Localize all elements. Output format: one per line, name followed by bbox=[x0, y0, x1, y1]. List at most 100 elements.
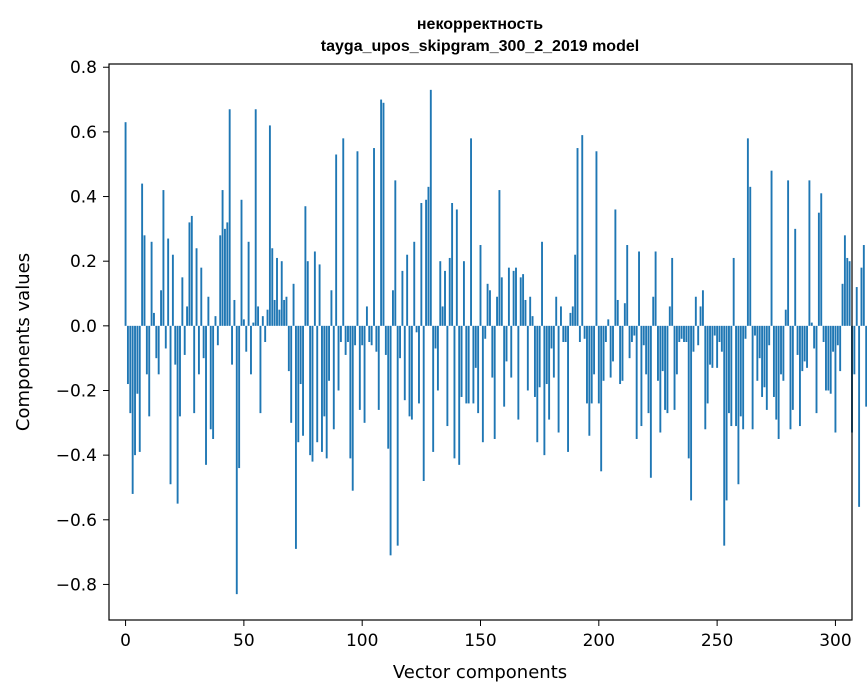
bar-87 bbox=[330, 290, 333, 326]
bar-17 bbox=[164, 325, 167, 349]
bar-51 bbox=[245, 325, 248, 352]
bar-159 bbox=[500, 277, 503, 326]
bar-84 bbox=[323, 325, 326, 417]
bar-58 bbox=[261, 316, 264, 326]
bar-32 bbox=[200, 267, 203, 326]
bar-281 bbox=[789, 325, 792, 430]
bar-29 bbox=[193, 325, 196, 414]
bar-312 bbox=[862, 245, 865, 326]
bar-50 bbox=[242, 319, 245, 326]
bar-91 bbox=[339, 325, 342, 342]
bar-291 bbox=[813, 325, 816, 349]
bar-14 bbox=[157, 325, 160, 375]
bar-141 bbox=[458, 325, 461, 465]
bar-247 bbox=[709, 325, 711, 365]
bar-284 bbox=[796, 325, 799, 355]
bar-0 bbox=[124, 122, 127, 326]
bar-95 bbox=[349, 325, 352, 459]
bar-1 bbox=[126, 325, 129, 385]
bar-213 bbox=[628, 325, 631, 359]
bar-59 bbox=[264, 325, 267, 342]
bar-185 bbox=[562, 325, 565, 342]
bar-174 bbox=[536, 325, 539, 443]
bar-40 bbox=[219, 235, 222, 326]
bar-74 bbox=[299, 325, 302, 385]
bar-276 bbox=[777, 325, 780, 439]
bar-269 bbox=[761, 325, 764, 397]
bar-102 bbox=[365, 306, 368, 326]
bar-54 bbox=[252, 322, 255, 326]
bar-118 bbox=[403, 325, 406, 401]
bar-301 bbox=[836, 325, 839, 346]
bar-191 bbox=[576, 148, 579, 326]
bar-266 bbox=[754, 325, 756, 336]
bar-127 bbox=[425, 199, 428, 326]
chart-subtitle: tayga_upos_skipgram_300_2_2019 model bbox=[321, 38, 639, 55]
bar-147 bbox=[472, 325, 475, 404]
bar-285 bbox=[799, 325, 801, 427]
bar-176 bbox=[541, 241, 543, 326]
bar-6 bbox=[138, 325, 141, 452]
bar-26 bbox=[186, 306, 189, 326]
bar-94 bbox=[347, 325, 349, 342]
bar-277 bbox=[780, 325, 782, 375]
bar-65 bbox=[278, 309, 281, 326]
bar-24 bbox=[181, 277, 184, 326]
x-tick-label: 100 bbox=[346, 631, 378, 651]
bar-243 bbox=[699, 306, 702, 326]
bar-170 bbox=[526, 325, 529, 391]
bar-203 bbox=[604, 325, 607, 342]
bar-97 bbox=[354, 325, 357, 346]
bar-216 bbox=[635, 325, 638, 439]
bar-39 bbox=[216, 325, 219, 346]
bar-271 bbox=[765, 325, 768, 410]
bar-132 bbox=[436, 325, 439, 391]
bar-157 bbox=[496, 296, 499, 326]
bar-109 bbox=[382, 102, 385, 326]
y-tick-label: 0.4 bbox=[70, 188, 97, 208]
bar-67 bbox=[283, 299, 286, 326]
bar-230 bbox=[668, 306, 671, 326]
bar-274 bbox=[772, 325, 775, 397]
bar-89 bbox=[335, 154, 338, 326]
bar-135 bbox=[444, 270, 446, 326]
bar-229 bbox=[666, 325, 669, 414]
bar-270 bbox=[763, 325, 766, 388]
bar-114 bbox=[394, 180, 397, 326]
bar-241 bbox=[694, 296, 697, 326]
y-tick-label: −0.6 bbox=[56, 511, 97, 531]
bar-86 bbox=[328, 325, 330, 381]
bar-183 bbox=[557, 325, 560, 433]
x-tick-label: 200 bbox=[583, 631, 615, 651]
y-tick-label: 0.2 bbox=[70, 252, 97, 272]
bar-126 bbox=[422, 325, 425, 481]
bar-248 bbox=[711, 325, 714, 368]
bar-56 bbox=[257, 306, 260, 326]
bar-299 bbox=[832, 325, 835, 352]
bar-164 bbox=[512, 270, 515, 326]
bar-198 bbox=[593, 325, 596, 375]
bar-162 bbox=[507, 267, 510, 326]
bar-77 bbox=[306, 261, 309, 326]
bar-146 bbox=[470, 138, 472, 326]
bar-128 bbox=[427, 186, 430, 326]
bar-76 bbox=[304, 206, 307, 326]
bar-8 bbox=[143, 235, 146, 326]
bar-175 bbox=[538, 325, 541, 388]
x-tick-label: 0 bbox=[120, 631, 131, 651]
bar-278 bbox=[782, 325, 785, 381]
bar-209 bbox=[619, 325, 622, 385]
bar-57 bbox=[259, 325, 262, 414]
bar-238 bbox=[687, 325, 690, 459]
bar-111 bbox=[387, 325, 390, 449]
bar-23 bbox=[179, 325, 181, 417]
bar-98 bbox=[356, 151, 359, 326]
bar-254 bbox=[725, 325, 728, 501]
bar-186 bbox=[564, 325, 567, 342]
bar-161 bbox=[505, 325, 508, 362]
bar-20 bbox=[171, 254, 174, 326]
bar-78 bbox=[309, 325, 312, 456]
bar-117 bbox=[401, 270, 404, 326]
bar-195 bbox=[586, 325, 588, 404]
bar-28 bbox=[190, 215, 193, 326]
